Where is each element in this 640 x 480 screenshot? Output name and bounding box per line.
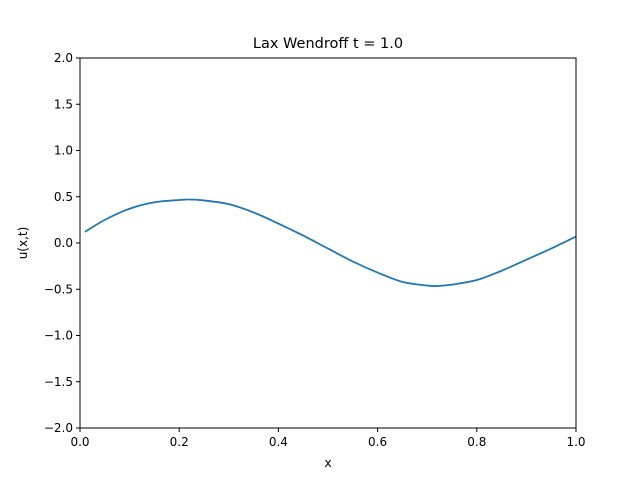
x-tick-label: 0.2 xyxy=(170,435,189,449)
x-tick-label: 0.4 xyxy=(269,435,288,449)
y-tick-label: 0.5 xyxy=(54,190,73,204)
x-tick-label: 1.0 xyxy=(566,435,585,449)
plot-area xyxy=(84,198,577,288)
y-tick-label: 1.0 xyxy=(54,144,73,158)
axes-frame xyxy=(79,57,577,429)
y-tick-label: −1.0 xyxy=(44,329,73,343)
y-tick-label: −2.0 xyxy=(44,421,73,435)
x-tick-label: 0.0 xyxy=(70,435,89,449)
y-tick-label: −0.5 xyxy=(44,282,73,296)
y-tick-label: 1.5 xyxy=(54,97,73,111)
x-axis-ticks: 0.0 0.2 0.4 0.6 0.8 1.0 xyxy=(70,428,586,449)
y-tick-label: 2.0 xyxy=(54,51,73,65)
x-axis-label: x xyxy=(324,456,331,470)
x-tick-label: 0.6 xyxy=(368,435,387,449)
y-tick-label: −1.5 xyxy=(44,375,73,389)
chart-title: Lax Wendroff t = 1.0 xyxy=(253,36,403,52)
y-axis-label: u(x,t) xyxy=(16,227,30,260)
y-tick-label: 0.0 xyxy=(54,236,73,250)
y-axis-ticks: −2.0 −1.5 −1.0 −0.5 0.0 0.5 1.0 1.5 2.0 xyxy=(44,51,80,435)
x-tick-label: 0.8 xyxy=(467,435,486,449)
series-line-0 xyxy=(84,198,577,288)
